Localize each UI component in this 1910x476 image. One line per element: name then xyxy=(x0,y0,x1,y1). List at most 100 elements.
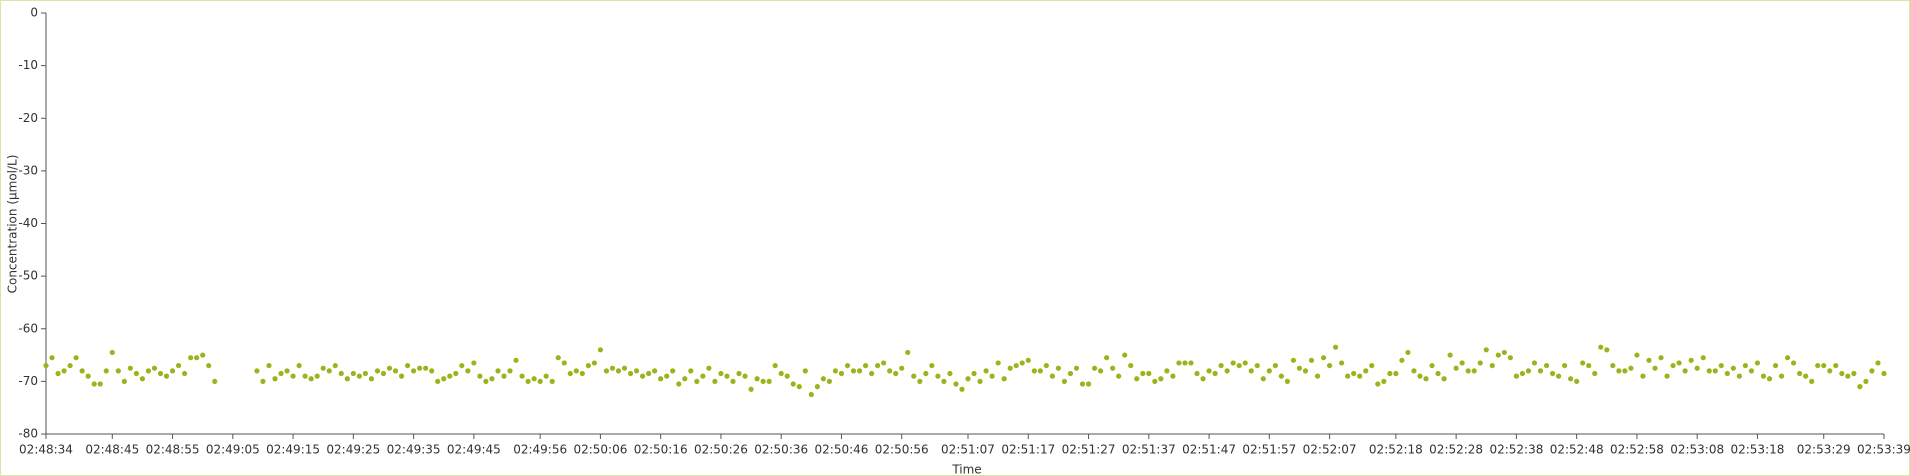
x-tick-label: 02:48:45 xyxy=(85,443,139,457)
data-point xyxy=(429,368,435,374)
data-point xyxy=(1079,381,1086,387)
data-point xyxy=(977,378,983,384)
data-point xyxy=(1429,362,1435,369)
data-point xyxy=(1628,365,1634,371)
data-point xyxy=(507,368,513,374)
data-point xyxy=(501,373,507,379)
data-point xyxy=(1266,368,1272,374)
data-point xyxy=(609,365,616,371)
data-point xyxy=(585,362,591,369)
data-point xyxy=(55,370,61,377)
data-point xyxy=(748,386,754,392)
data-point xyxy=(1031,368,1037,374)
data-point xyxy=(284,368,290,374)
data-point xyxy=(386,365,393,371)
data-point xyxy=(1164,368,1170,374)
data-point xyxy=(1043,362,1049,369)
data-point xyxy=(1363,368,1369,374)
data-point xyxy=(1351,370,1357,377)
x-tick-label: 02:51:17 xyxy=(1001,443,1055,457)
data-point xyxy=(278,370,284,377)
data-point xyxy=(1531,360,1538,366)
data-point xyxy=(1333,344,1339,350)
data-point xyxy=(254,368,260,374)
data-point xyxy=(157,370,164,377)
data-point xyxy=(182,370,188,377)
data-point xyxy=(941,378,947,384)
data-point xyxy=(91,381,97,387)
data-point xyxy=(1778,373,1785,379)
data-point xyxy=(929,362,935,369)
data-point xyxy=(1658,355,1664,361)
data-point xyxy=(1302,368,1309,374)
y-tick-label: -40 xyxy=(18,216,38,230)
data-point xyxy=(1140,370,1146,377)
data-point xyxy=(694,378,700,384)
data-point xyxy=(1803,373,1809,379)
data-point xyxy=(519,373,525,379)
data-point xyxy=(1580,360,1586,366)
data-point xyxy=(175,362,182,369)
data-point xyxy=(1326,362,1333,369)
data-point xyxy=(875,362,881,369)
data-point xyxy=(1248,368,1254,374)
data-point xyxy=(820,376,826,382)
data-point xyxy=(1537,368,1544,374)
data-point xyxy=(1772,362,1779,369)
data-point xyxy=(1381,378,1387,384)
data-point xyxy=(290,373,296,379)
data-point xyxy=(995,360,1001,366)
data-point xyxy=(1025,357,1031,363)
data-point xyxy=(1483,347,1489,353)
data-point xyxy=(670,368,676,374)
data-point xyxy=(302,373,308,379)
data-point xyxy=(1670,362,1676,369)
data-point xyxy=(1845,373,1851,379)
x-tick-label: 02:50:06 xyxy=(573,443,627,457)
data-point xyxy=(1742,362,1748,369)
data-point xyxy=(911,373,917,379)
data-point xyxy=(43,362,49,369)
data-point xyxy=(1387,370,1393,377)
data-point xyxy=(1736,373,1742,379)
data-point xyxy=(1110,365,1116,371)
data-point xyxy=(1158,376,1164,382)
data-point xyxy=(151,365,158,371)
data-point xyxy=(652,368,658,374)
data-point xyxy=(266,362,272,369)
data-point xyxy=(790,381,796,387)
data-point xyxy=(1465,368,1471,374)
data-point xyxy=(1622,368,1628,374)
data-point xyxy=(326,368,332,374)
y-tick-label: -20 xyxy=(18,111,38,125)
data-point xyxy=(435,378,441,384)
data-point xyxy=(1405,349,1411,356)
data-point xyxy=(959,386,965,392)
data-point xyxy=(730,378,736,384)
x-tick-label: 02:53:08 xyxy=(1670,443,1724,457)
data-point xyxy=(989,373,995,379)
data-point xyxy=(899,365,905,371)
data-point xyxy=(115,368,121,374)
data-point xyxy=(296,362,302,369)
data-point xyxy=(163,373,170,379)
data-point xyxy=(1067,370,1074,377)
data-point xyxy=(1652,365,1658,371)
data-point xyxy=(1176,360,1182,366)
data-point xyxy=(73,355,79,361)
data-point xyxy=(1423,376,1429,382)
data-point xyxy=(1152,378,1158,384)
data-point xyxy=(320,365,326,371)
y-tick-label: -70 xyxy=(18,374,38,388)
data-point xyxy=(133,370,139,377)
data-point xyxy=(332,362,338,369)
data-point xyxy=(1760,373,1767,379)
data-point xyxy=(712,378,718,384)
data-point xyxy=(103,368,109,374)
data-point xyxy=(1339,360,1345,366)
data-point xyxy=(121,378,127,384)
data-point xyxy=(844,362,851,369)
data-point xyxy=(1393,370,1399,377)
